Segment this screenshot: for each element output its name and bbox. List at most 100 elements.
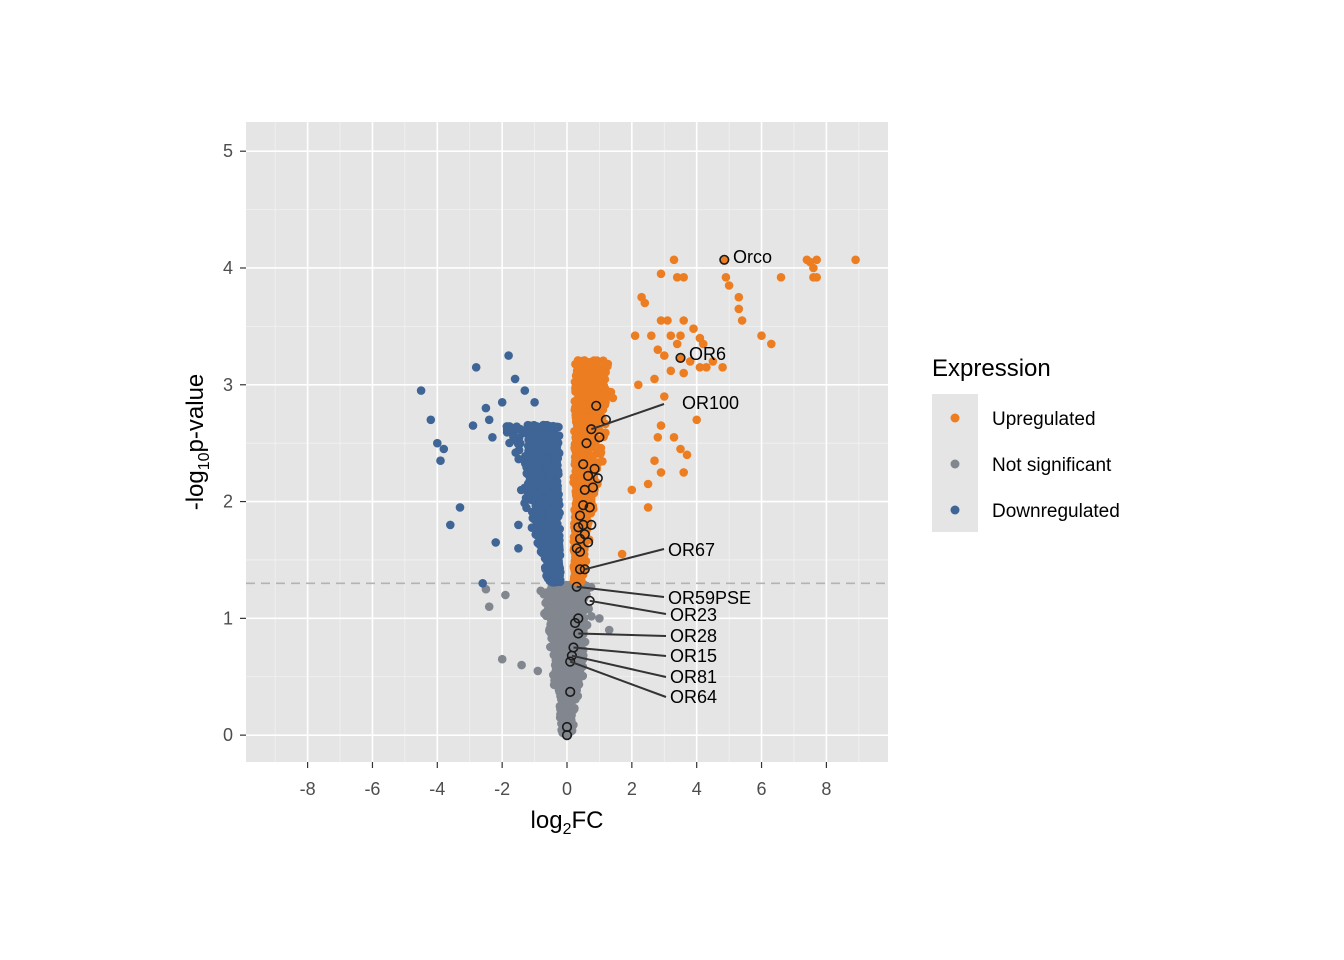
downregulated-point bbox=[553, 484, 562, 494]
not-significant-point bbox=[557, 598, 567, 607]
upregulated-point bbox=[571, 433, 581, 443]
downregulated-point bbox=[491, 538, 501, 547]
not-significant-point bbox=[560, 583, 570, 592]
highlighted-gene-point bbox=[565, 656, 576, 667]
y-tick-label: 1 bbox=[223, 608, 233, 628]
upregulated-point bbox=[594, 402, 604, 411]
downregulated-point bbox=[514, 520, 523, 530]
legend-title: Expression bbox=[932, 355, 1051, 382]
highlighted-gene-point bbox=[574, 510, 586, 521]
downregulated-point bbox=[537, 504, 546, 514]
highlighted-gene-point bbox=[586, 519, 597, 531]
x-axis-title-base: log bbox=[531, 807, 563, 834]
highlighted-gene-point bbox=[565, 686, 576, 698]
upregulated-point bbox=[578, 373, 587, 383]
upregulated-point bbox=[672, 273, 682, 282]
gene-label-leader bbox=[573, 646, 667, 657]
upregulated-point bbox=[666, 366, 676, 376]
legend-key-not-significant bbox=[950, 459, 960, 469]
upregulated-point bbox=[682, 450, 692, 460]
downregulated-point bbox=[534, 459, 544, 469]
legend-key-upregulated bbox=[950, 413, 960, 423]
legend-label-upregulated: Upregulated bbox=[992, 409, 1096, 430]
downregulated-point bbox=[478, 579, 488, 588]
upregulated-point bbox=[767, 339, 776, 349]
upregulated-point bbox=[679, 468, 688, 477]
downregulated-point bbox=[555, 524, 564, 534]
gene-label: OR28 bbox=[670, 626, 717, 646]
upregulated-point bbox=[721, 273, 731, 282]
highlighted-gene-point bbox=[578, 500, 589, 511]
upregulated-point bbox=[708, 357, 718, 366]
downregulated-point bbox=[535, 491, 544, 500]
upregulated-point bbox=[627, 485, 637, 495]
downregulated-point bbox=[533, 476, 543, 486]
upregulated-point bbox=[679, 273, 688, 282]
gene-label-leader bbox=[578, 632, 667, 637]
highlighted-gene-point bbox=[592, 473, 603, 484]
not-significant-point bbox=[553, 658, 563, 667]
downregulated-point bbox=[521, 453, 530, 463]
not-significant-point bbox=[577, 588, 586, 598]
x-tick-label: 8 bbox=[821, 779, 831, 799]
upregulated-point bbox=[656, 269, 666, 279]
not-significant-point bbox=[541, 598, 550, 608]
upregulated-point bbox=[676, 444, 685, 454]
downregulated-point bbox=[552, 565, 562, 575]
upregulated-point bbox=[617, 549, 627, 559]
upregulated-point bbox=[698, 339, 708, 349]
not-significant-point bbox=[559, 680, 569, 690]
gene-labels: Orco OR6 OR100 OR67 OR59PSEOR23OR28OR15OR81O… bbox=[569, 247, 772, 707]
upregulated-point bbox=[571, 417, 581, 427]
downregulated-point bbox=[547, 523, 556, 532]
x-tick-label: 2 bbox=[627, 779, 637, 799]
downregulated-point bbox=[547, 469, 556, 479]
downregulated-point bbox=[530, 398, 539, 407]
not-significant-point bbox=[517, 660, 526, 670]
upregulated-point bbox=[577, 444, 586, 453]
upregulated-point bbox=[579, 418, 589, 427]
upregulated-point bbox=[692, 415, 701, 425]
gene-label-leader bbox=[576, 585, 665, 598]
legend-key-downregulated bbox=[950, 505, 960, 515]
upregulated-point bbox=[656, 316, 666, 325]
upregulated-point bbox=[812, 255, 821, 265]
x-tick-label: -4 bbox=[429, 779, 445, 799]
y-tick-label: 0 bbox=[223, 725, 233, 745]
scatter-points bbox=[416, 254, 860, 741]
not-significant-point bbox=[558, 668, 567, 678]
not-significant-point bbox=[546, 592, 556, 602]
upregulated-point bbox=[643, 479, 653, 489]
upregulated-point bbox=[669, 433, 679, 442]
legend-label-not-significant: Not significant bbox=[992, 455, 1112, 476]
upregulated-point bbox=[582, 392, 591, 401]
downregulated-point bbox=[550, 536, 560, 546]
gene-label: OR100 bbox=[682, 393, 739, 413]
x-axis-title-sub: 2 bbox=[563, 821, 572, 838]
upregulated-point bbox=[576, 424, 585, 434]
gene-label: Orco bbox=[733, 247, 772, 267]
downregulated-point bbox=[545, 490, 555, 499]
downregulated-point bbox=[548, 440, 558, 450]
upregulated-point bbox=[812, 273, 821, 282]
highlighted-gene-point bbox=[574, 533, 586, 545]
downregulated-point bbox=[532, 446, 541, 455]
not-significant-point bbox=[556, 690, 566, 699]
upregulated-point bbox=[776, 273, 786, 282]
upregulated-point bbox=[734, 304, 744, 314]
not-significant-point bbox=[562, 591, 572, 600]
upregulated-point bbox=[647, 331, 656, 341]
not-significant-point bbox=[556, 647, 566, 657]
downregulated-point bbox=[439, 444, 449, 454]
downregulated-point bbox=[534, 511, 544, 521]
highlighted-gene-point bbox=[574, 564, 586, 575]
not-significant-point bbox=[547, 603, 556, 613]
y-tick-label: 3 bbox=[223, 375, 233, 395]
upregulated-point bbox=[601, 393, 610, 403]
downregulated-point bbox=[546, 559, 556, 569]
upregulated-point bbox=[650, 374, 659, 384]
not-significant-point bbox=[572, 595, 581, 604]
downregulated-point bbox=[488, 433, 497, 442]
upregulated-point bbox=[653, 345, 663, 355]
